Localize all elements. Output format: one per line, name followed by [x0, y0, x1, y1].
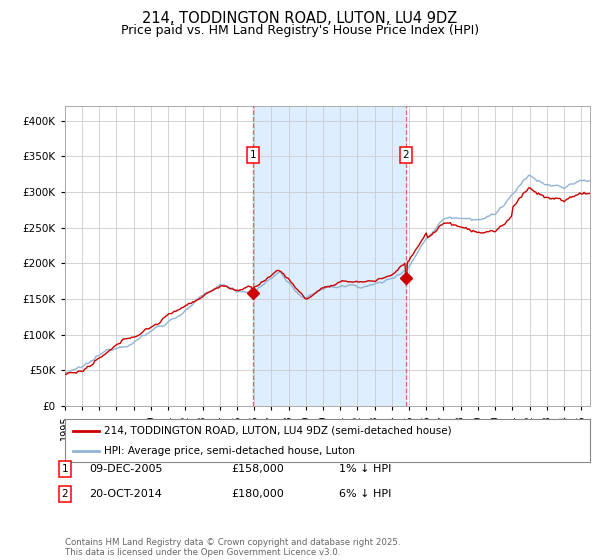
Text: £158,000: £158,000	[231, 464, 284, 474]
Text: 6% ↓ HPI: 6% ↓ HPI	[339, 489, 391, 499]
Text: 2: 2	[403, 150, 409, 160]
Text: £180,000: £180,000	[231, 489, 284, 499]
Text: 214, TODDINGTON ROAD, LUTON, LU4 9DZ: 214, TODDINGTON ROAD, LUTON, LU4 9DZ	[142, 11, 458, 26]
Text: 1: 1	[250, 150, 256, 160]
Text: 1% ↓ HPI: 1% ↓ HPI	[339, 464, 391, 474]
Text: 09-DEC-2005: 09-DEC-2005	[89, 464, 162, 474]
Text: Price paid vs. HM Land Registry's House Price Index (HPI): Price paid vs. HM Land Registry's House …	[121, 24, 479, 36]
Bar	[253, 106, 406, 406]
Text: 2: 2	[61, 489, 68, 499]
Text: HPI: Average price, semi-detached house, Luton: HPI: Average price, semi-detached house,…	[104, 446, 355, 456]
Text: 1: 1	[61, 464, 68, 474]
Text: 214, TODDINGTON ROAD, LUTON, LU4 9DZ (semi-detached house): 214, TODDINGTON ROAD, LUTON, LU4 9DZ (se…	[104, 426, 452, 436]
Text: 20-OCT-2014: 20-OCT-2014	[89, 489, 161, 499]
Text: Contains HM Land Registry data © Crown copyright and database right 2025.
This d: Contains HM Land Registry data © Crown c…	[65, 538, 400, 557]
